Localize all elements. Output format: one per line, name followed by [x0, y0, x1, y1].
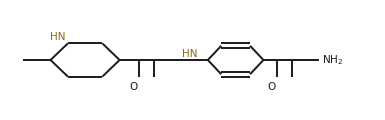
Text: NH$_2$: NH$_2$: [322, 53, 343, 67]
Text: HN: HN: [50, 32, 66, 42]
Text: O: O: [129, 82, 137, 92]
Text: O: O: [267, 82, 275, 92]
Text: HN: HN: [182, 49, 197, 59]
